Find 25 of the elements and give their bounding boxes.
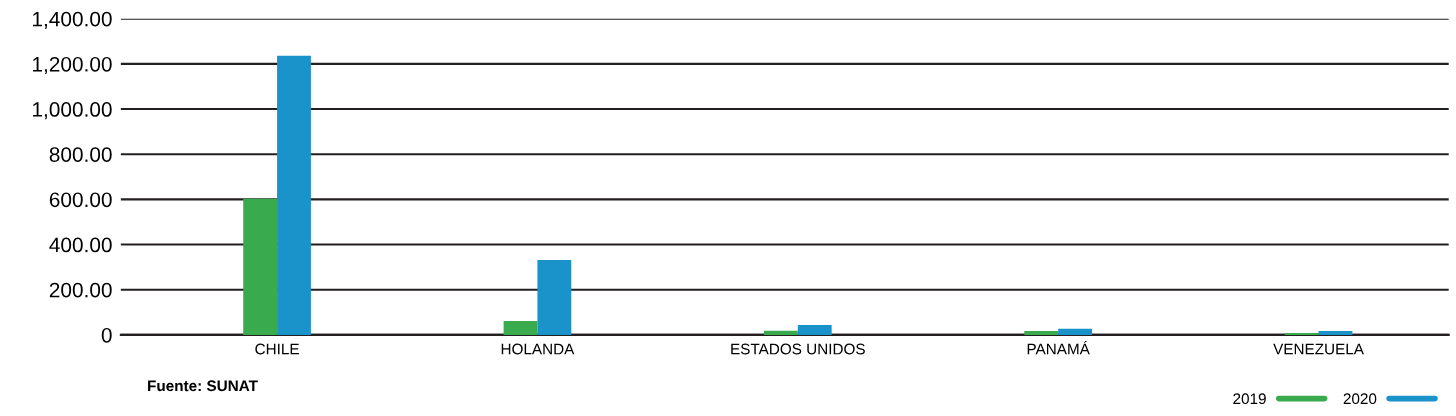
x-tick-label: ESTADOS UNIDOS bbox=[731, 343, 865, 355]
legend-label: 2019 bbox=[1233, 393, 1266, 405]
bar bbox=[503, 320, 538, 335]
bar bbox=[1024, 331, 1059, 335]
x-tick-label: HOLANDA bbox=[501, 343, 575, 355]
y-tick-label: 0 bbox=[101, 327, 112, 343]
y-tick-label: 800.00 bbox=[49, 147, 112, 162]
y-tick-label: 1,000.00 bbox=[33, 102, 112, 120]
y-tick-label: 1,400.00 bbox=[33, 11, 112, 29]
y-tick-label: 400.00 bbox=[49, 237, 112, 253]
bar bbox=[797, 324, 832, 335]
x-tick-label: PANAMÁ bbox=[1027, 341, 1090, 355]
bar bbox=[1058, 328, 1093, 335]
x-tick-label: VENEZUELA bbox=[1273, 343, 1364, 355]
bar bbox=[243, 198, 278, 335]
bar bbox=[1318, 331, 1353, 335]
bar bbox=[277, 55, 311, 335]
source-note: Fuente: SUNAT bbox=[148, 380, 258, 392]
y-tick-label: 1,200.00 bbox=[33, 56, 112, 75]
x-tick-label: CHILE bbox=[255, 343, 299, 355]
legend-label: 2020 bbox=[1343, 393, 1377, 405]
y-tick-label: 600.00 bbox=[49, 192, 112, 208]
bar bbox=[537, 259, 572, 335]
y-tick-label: 200.00 bbox=[49, 282, 112, 298]
bar bbox=[763, 330, 798, 335]
